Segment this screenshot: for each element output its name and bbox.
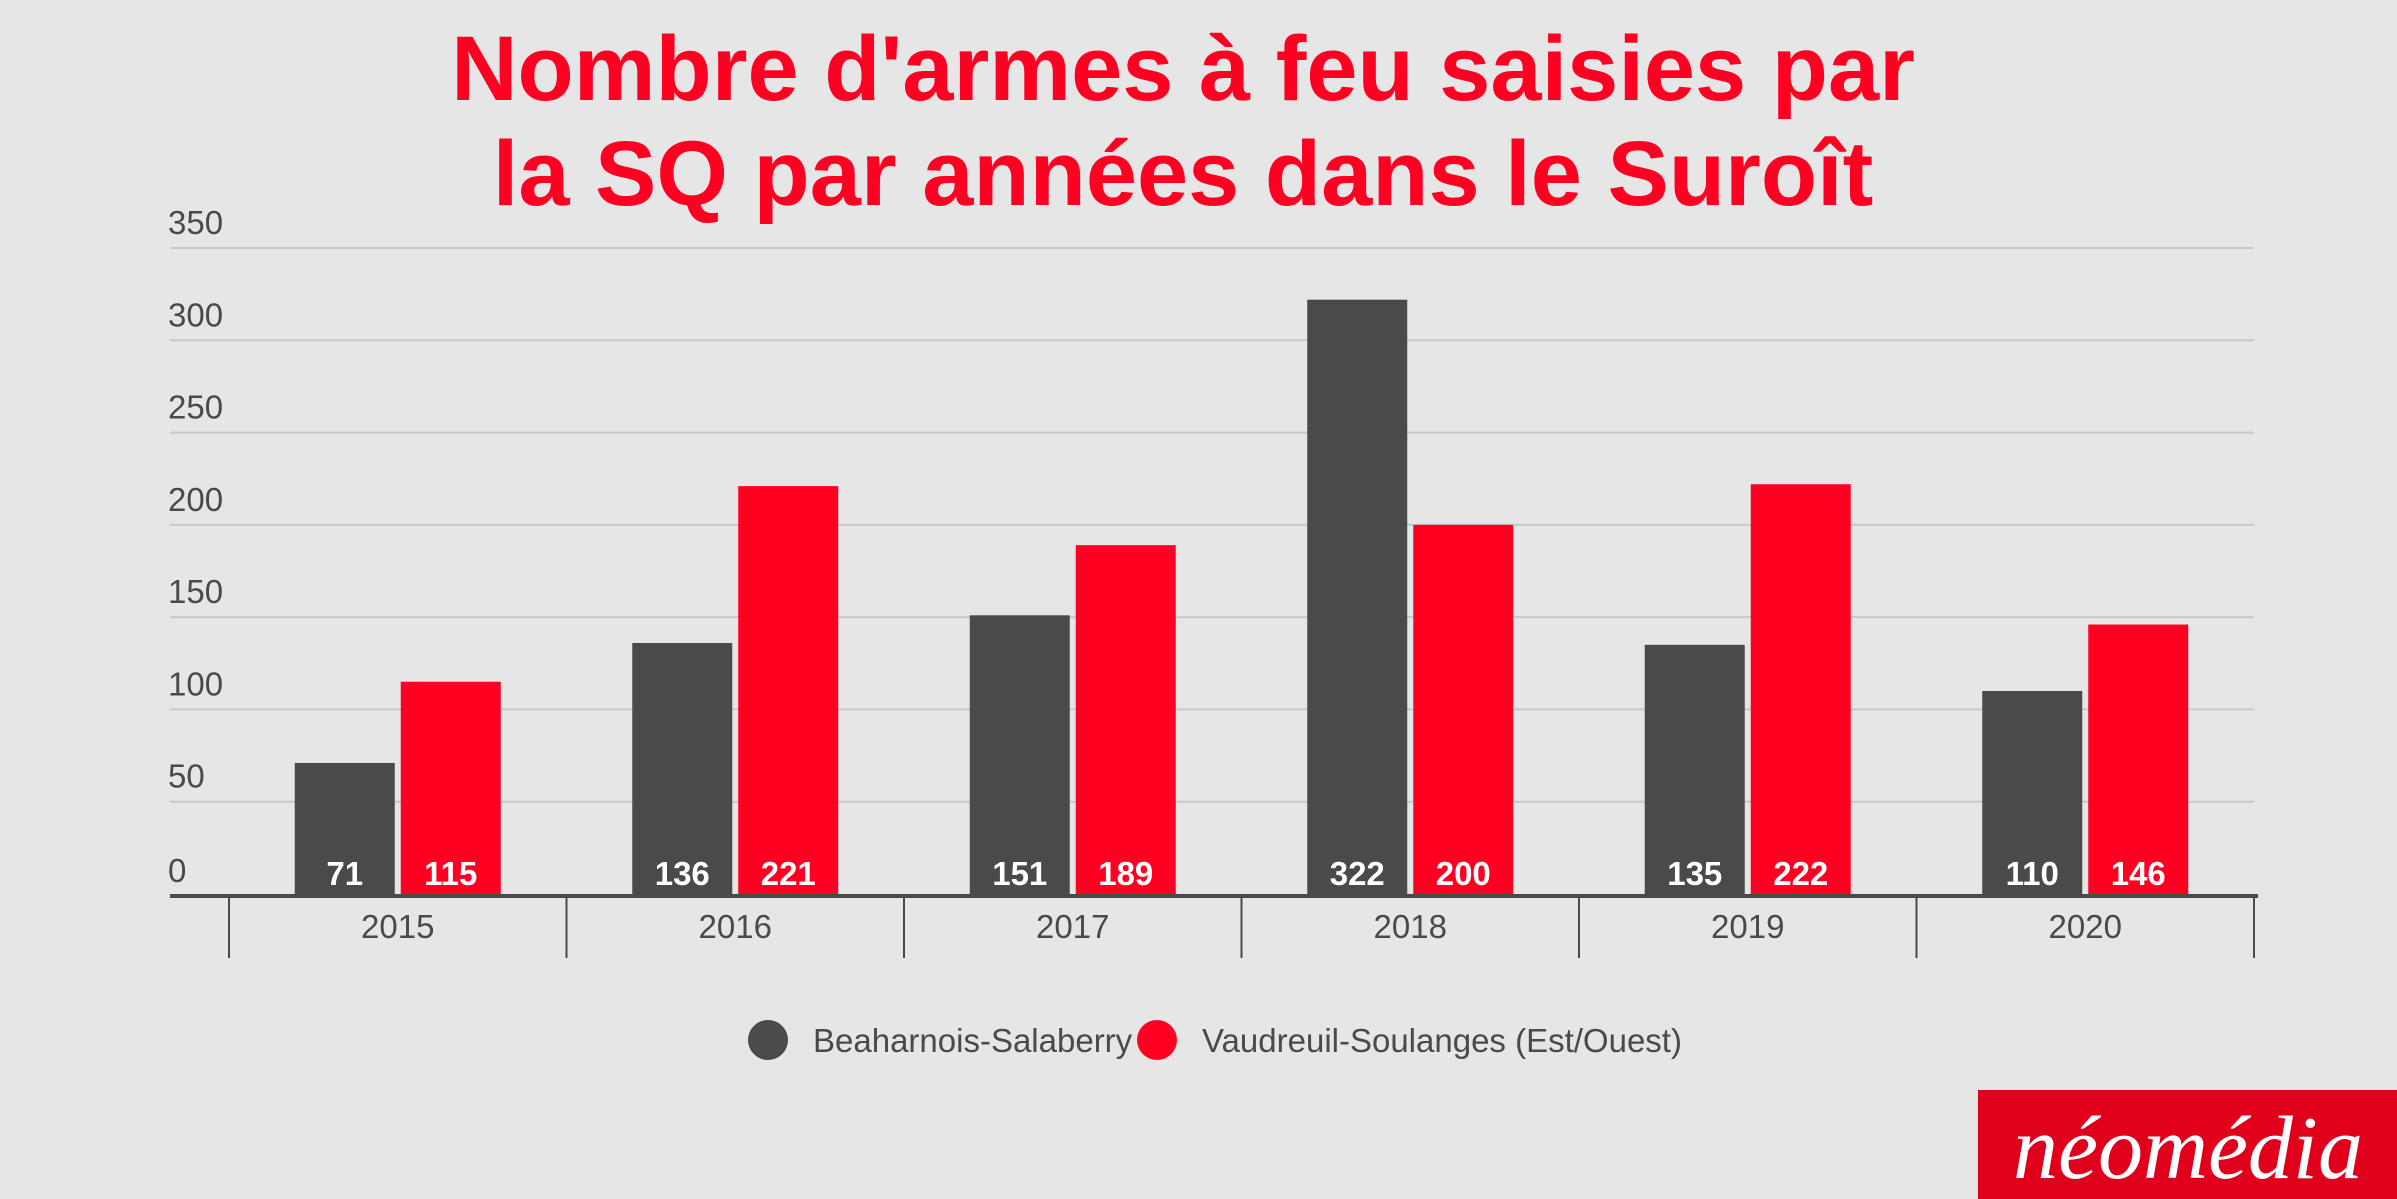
- y-tick-label: 150: [168, 573, 223, 610]
- y-tick-label: 100: [168, 665, 223, 702]
- data-label: 115: [424, 855, 477, 892]
- bar-2015-vaudreuil: [400, 681, 501, 894]
- y-tick-label: 300: [168, 296, 223, 333]
- data-label: 146: [2111, 855, 2166, 892]
- bar-2019-vaudreuil: [1750, 484, 1851, 894]
- y-tick-label: 200: [168, 481, 223, 518]
- y-axis-ticks: 0 50 100 150 200 250 300 350: [168, 204, 223, 889]
- legend-label: Beaharnois-Salaberry: [813, 1022, 1133, 1059]
- data-label: 200: [1436, 855, 1491, 892]
- data-label: 322: [1330, 855, 1385, 892]
- legend-label: Vaudreuil-Soulanges (Est/Ouest): [1202, 1022, 1682, 1059]
- bar-2019-beaharnois: [1644, 644, 1745, 894]
- bar-2018-vaudreuil: [1413, 524, 1514, 894]
- x-axis: 2015 2016 2017 2018 2019 2020: [170, 894, 2258, 958]
- bar-2020-vaudreuil: [2088, 624, 2189, 894]
- chart-title-line-2: la SQ par années dans le Suroît: [493, 123, 1873, 225]
- data-label: 110: [2006, 855, 2059, 892]
- legend: Beaharnois-Salaberry Vaudreuil-Soulanges …: [748, 1020, 1682, 1060]
- bars: 71 115 136 221 151 189 322 200 135 222 110 146: [294, 299, 2189, 894]
- y-tick-label: 350: [168, 204, 223, 241]
- logo-background: [1978, 1090, 2397, 1199]
- bar-2018-beaharnois: [1307, 299, 1408, 894]
- logo-text: néomédia: [2013, 1099, 2363, 1198]
- bar-2016-vaudreuil: [738, 486, 839, 894]
- y-tick-label: 50: [168, 758, 205, 795]
- data-label: 71: [326, 855, 363, 892]
- x-tick-label: 2019: [1711, 908, 1784, 945]
- data-label: 136: [655, 855, 710, 892]
- data-label: 222: [1773, 855, 1828, 892]
- bar-2020-beaharnois: [1982, 690, 2083, 894]
- gridlines: [170, 247, 2254, 803]
- chart-title: Nombre d'armes à feu saisies par la SQ p…: [451, 18, 1915, 225]
- legend-swatch: [1137, 1020, 1177, 1060]
- x-tick-label: 2016: [699, 908, 772, 945]
- data-label: 221: [761, 855, 816, 892]
- x-tick-label: 2020: [2049, 908, 2122, 945]
- data-label: 151: [992, 855, 1047, 892]
- x-tick-label: 2015: [361, 908, 434, 945]
- bar-2015-beaharnois: [294, 762, 395, 894]
- bar-2017-beaharnois: [969, 615, 1070, 894]
- chart-title-line-1: Nombre d'armes à feu saisies par: [451, 18, 1915, 120]
- x-tick-label: 2018: [1374, 908, 1447, 945]
- y-tick-label: 0: [168, 852, 186, 889]
- x-tick-label: 2017: [1036, 908, 1109, 945]
- data-label: 189: [1098, 855, 1153, 892]
- legend-swatch: [748, 1020, 788, 1060]
- bar-2016-beaharnois: [632, 642, 733, 894]
- neomedia-logo: néomédia: [1978, 1090, 2397, 1199]
- y-tick-label: 250: [168, 389, 223, 426]
- bar-2017-vaudreuil: [1075, 545, 1176, 894]
- data-label: 135: [1667, 855, 1722, 892]
